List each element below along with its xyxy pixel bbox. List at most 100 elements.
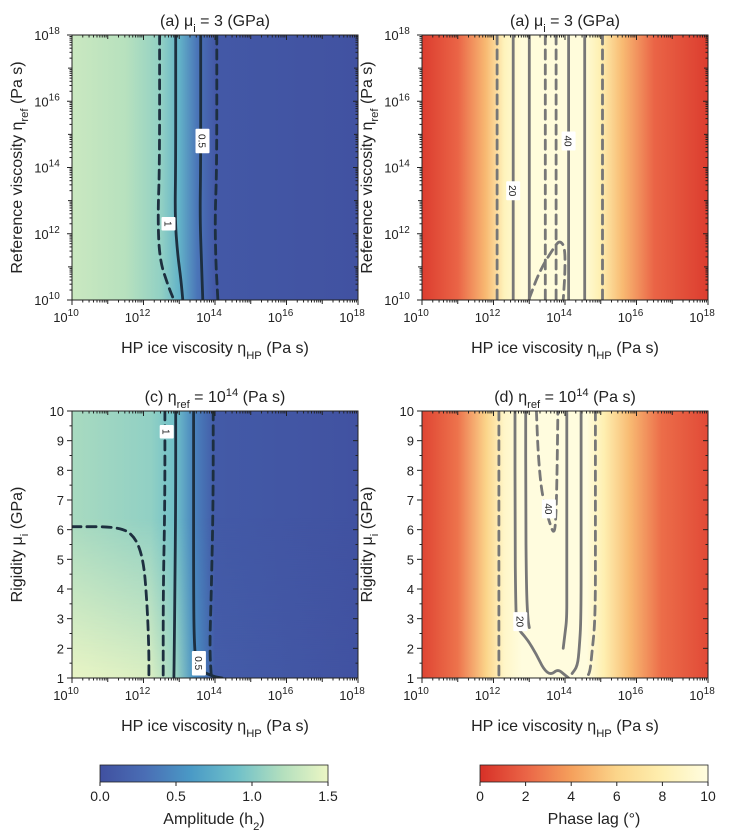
x-tick-label: 1016 <box>618 686 644 703</box>
contour-label: 20 <box>506 181 521 201</box>
tick-marks <box>417 34 709 305</box>
tick-marks <box>67 34 359 305</box>
panel-b: 20 40 1010 1012 1014 1016 1018 1010 1012 1014 1016… <box>359 13 715 362</box>
x-tick-label: 1010 <box>403 686 429 703</box>
contour-line-6 <box>585 411 597 678</box>
contour-label-text: 20 <box>506 185 517 197</box>
colorbar-tick-label: 0.5 <box>166 788 186 804</box>
contour-label: 0.5 <box>191 650 206 676</box>
contour-label-text: 20 <box>513 616 524 628</box>
y-tick-label: 1016 <box>384 92 410 109</box>
y-tick-label: 2 <box>57 641 64 656</box>
x-tick-label: 1018 <box>339 686 365 703</box>
y-tick-label: 6 <box>407 523 414 538</box>
contour-line-1 <box>198 35 205 300</box>
contour-line-3 <box>213 35 220 300</box>
contour-line-4 <box>208 411 215 678</box>
colorbar-label: Phase lag (°) <box>548 811 641 828</box>
y-tick-label: 4 <box>57 582 64 597</box>
tick-marks <box>417 410 709 683</box>
colorbar-tick-label: 10 <box>700 788 716 804</box>
contour-label-text: 40 <box>562 135 573 147</box>
x-tick-label: 1018 <box>689 686 715 703</box>
y-axis-label: Rigidity μi (GPa) <box>359 487 381 603</box>
contour-line-3 <box>561 411 569 650</box>
x-tick-label: 1014 <box>546 308 572 325</box>
colorbar-tick-label: 4 <box>567 788 575 804</box>
y-tick-label: 1010 <box>384 291 410 308</box>
x-axis-label: HP ice viscosity ηHP (Pa s) <box>121 340 309 362</box>
y-tick-label: 5 <box>57 552 64 567</box>
panel-d: 40 20 1010 1012 1014 1016 1018 1 2 3 4 5 6 7 8 9 10 (d) η… <box>359 387 715 740</box>
heatmap-field-lower <box>72 411 358 678</box>
contour-label: 40 <box>561 131 576 151</box>
x-axis-label: HP ice viscosity ηHP (Pa s) <box>471 340 659 362</box>
y-tick-label: 7 <box>407 493 414 508</box>
colorbar-tick-label: 2 <box>522 788 530 804</box>
y-tick-label: 1 <box>407 671 414 686</box>
x-tick-label: 1016 <box>618 308 644 325</box>
contour-line-2 <box>156 35 176 300</box>
tick-marks <box>67 410 359 683</box>
contour-label: 40 <box>541 499 556 519</box>
contour-label: 20 <box>513 612 528 632</box>
colorbar-tick-label: 1.0 <box>242 788 262 804</box>
x-tick-label: 1012 <box>475 686 501 703</box>
y-axis-label: Reference viscosity ηref (Pa s) <box>359 61 381 273</box>
colorbar-label: Amplitude (h2) <box>163 811 264 833</box>
x-axis-label: HP ice viscosity ηHP (Pa s) <box>121 718 309 740</box>
y-tick-label: 10 <box>400 404 414 419</box>
x-tick-label: 1010 <box>403 308 429 325</box>
x-tick-label: 1010 <box>53 686 79 703</box>
panel-title: (d) ηref = 1014 (Pa s) <box>494 387 636 411</box>
y-axis-label: Rigidity μi (GPa) <box>9 487 31 603</box>
contour-label: 0.5 <box>195 128 210 154</box>
x-tick-label: 1010 <box>53 308 79 325</box>
contour-line-0 <box>513 411 570 678</box>
y-tick-label: 1014 <box>34 159 60 176</box>
contour-line-0 <box>173 35 185 300</box>
y-tick-label: 3 <box>57 612 64 627</box>
y-tick-label: 5 <box>407 552 414 567</box>
colorbar-blue: 0.0 0.5 1.0 1.5 Amplitude (h2) <box>90 764 338 833</box>
y-tick-label: 1012 <box>384 225 410 242</box>
y-tick-label: 3 <box>407 612 414 627</box>
y-tick-label: 1 <box>57 671 64 686</box>
x-tick-label: 1012 <box>125 686 151 703</box>
y-tick-label: 1010 <box>34 291 60 308</box>
colorbar-red: 0 2 4 6 8 10 Phase lag (°) <box>476 764 716 828</box>
y-tick-label: 1012 <box>34 225 60 242</box>
panel-title: (a) μi = 3 (GPa) <box>160 13 270 35</box>
x-tick-label: 1012 <box>475 308 501 325</box>
y-tick-label: 10 <box>50 404 64 419</box>
x-tick-label: 1014 <box>196 686 222 703</box>
x-tick-label: 1012 <box>125 308 151 325</box>
colorbar-tick-label: 6 <box>613 788 621 804</box>
contour-line-1 <box>570 411 583 675</box>
contour-line-2 <box>72 525 151 678</box>
contour-line-5 <box>535 411 560 533</box>
y-tick-label: 1016 <box>34 92 60 109</box>
y-tick-label: 9 <box>57 434 64 449</box>
y-tick-label: 8 <box>57 463 64 478</box>
y-tick-label: 6 <box>57 523 64 538</box>
panel-title: (a) μi = 3 (GPa) <box>510 13 620 35</box>
x-axis-label: HP ice viscosity ηHP (Pa s) <box>471 718 659 740</box>
contour-label-text: 1 <box>162 221 173 227</box>
y-tick-label: 1018 <box>384 26 410 43</box>
y-tick-label: 2 <box>407 641 414 656</box>
contour-label-text: 0.5 <box>192 656 203 670</box>
y-tick-label: 9 <box>407 434 414 449</box>
heatmap-field <box>72 35 358 300</box>
colorbar-tick-label: 8 <box>659 788 667 804</box>
x-tick-label: 1016 <box>268 308 294 325</box>
y-axis-label: Reference viscosity ηref (Pa s) <box>9 61 31 273</box>
y-tick-label: 1014 <box>384 159 410 176</box>
y-tick-label: 4 <box>407 582 414 597</box>
contour-line-8 <box>527 240 567 300</box>
x-tick-label: 1018 <box>689 308 715 325</box>
panel-a: 0.5 1 1010 1012 1014 1016 1018 1010 1012 1014 1016… <box>9 13 365 362</box>
x-tick-label: 1018 <box>339 308 365 325</box>
x-tick-label: 1014 <box>546 686 572 703</box>
